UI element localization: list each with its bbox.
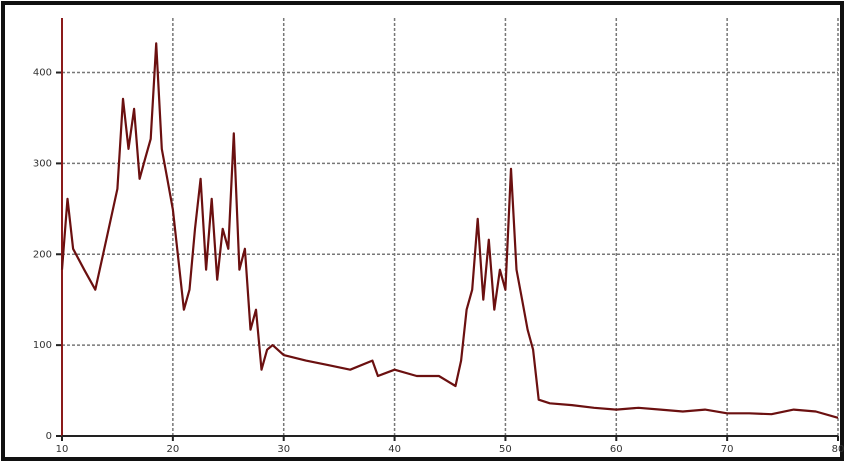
x-tick-label: 40 bbox=[388, 444, 401, 455]
x-tick-label: 30 bbox=[277, 444, 290, 455]
x-tick-label: 10 bbox=[56, 444, 69, 455]
y-tick-label: 300 bbox=[33, 158, 52, 169]
plot-area bbox=[60, 18, 838, 436]
x-tick-label: 80 bbox=[832, 444, 845, 455]
x-tick-label: 20 bbox=[166, 444, 179, 455]
x-tick-label: 70 bbox=[721, 444, 734, 455]
data-line bbox=[60, 42, 839, 419]
y-tick-label: 400 bbox=[33, 68, 52, 79]
y-tick-label: 100 bbox=[33, 340, 52, 351]
x-tick-label: 60 bbox=[610, 444, 623, 455]
x-tick-label: 50 bbox=[499, 444, 512, 455]
y-tick-label: 0 bbox=[46, 431, 52, 442]
y-tick-label: 200 bbox=[33, 249, 52, 260]
